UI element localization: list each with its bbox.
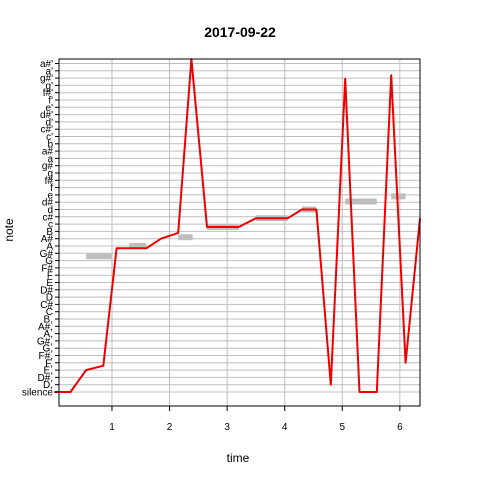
y-tick-label: C	[46, 307, 53, 318]
y-tick-label: F,	[45, 358, 53, 369]
x-tick-label: 2	[167, 422, 173, 433]
y-tick-label: g#'	[40, 74, 53, 85]
y-tick-label: e'	[46, 103, 54, 114]
x-tick-label: 1	[109, 422, 115, 433]
chart-title: 2017-09-22	[204, 24, 276, 40]
y-tick-label: d	[47, 205, 53, 216]
y-tick-label: f	[50, 183, 53, 194]
pitch-line	[54, 58, 421, 393]
y-tick-label: d'	[46, 117, 54, 128]
y-tick-label: D	[46, 293, 53, 304]
y-axis-label: note	[2, 218, 16, 242]
y-tick-label: f'	[48, 96, 53, 107]
y-tick-label: f#'	[43, 88, 53, 99]
y-tick-label: a	[47, 154, 53, 165]
y-tick-label: C#	[40, 300, 53, 311]
y-tick-label: F#	[41, 263, 53, 274]
y-tick-label: G,	[42, 344, 53, 355]
y-tick-label: D#,	[37, 373, 53, 384]
y-tick-label: G	[45, 256, 53, 267]
y-tick-label: A	[46, 242, 53, 253]
y-axis: silenceD,D#,E,F,F#,G,G#,A,A#,B,CC#DD#EFF…	[22, 59, 59, 399]
y-tick-label: A#	[41, 234, 54, 245]
y-tick-label: c'	[46, 132, 53, 143]
grid-lines	[59, 59, 420, 406]
y-tick-label: c#'	[41, 125, 54, 136]
pitch-line-layer	[54, 58, 421, 393]
y-tick-label: F#,	[39, 351, 53, 362]
y-tick-label: g	[47, 169, 53, 180]
y-tick-label: E	[46, 278, 53, 289]
y-tick-label: D#	[40, 285, 53, 296]
y-tick-label: A,	[44, 329, 53, 340]
y-tick-label: A#,	[38, 322, 53, 333]
y-tick-label: F	[47, 271, 53, 282]
y-tick-label: a'	[46, 66, 54, 77]
y-tick-label: d#	[42, 198, 54, 209]
y-tick-label: b	[47, 139, 53, 150]
y-tick-label: E,	[44, 366, 53, 377]
y-tick-label: g'	[46, 81, 54, 92]
y-tick-label: G#,	[37, 336, 53, 347]
y-tick-label: G#	[40, 249, 54, 260]
y-tick-label: d#'	[40, 110, 53, 121]
y-tick-label: D,	[43, 380, 53, 391]
y-tick-label: B	[46, 227, 53, 238]
y-tick-label: silence	[22, 388, 54, 399]
y-tick-label: c	[48, 220, 53, 231]
plot-frame	[58, 58, 421, 407]
y-tick-label: B,	[44, 315, 53, 326]
y-tick-label: e	[47, 190, 53, 201]
y-tick-label: g#	[42, 161, 54, 172]
x-tick-label: 5	[339, 422, 345, 433]
y-tick-label: f#	[45, 176, 54, 187]
x-axis-label: time	[227, 451, 250, 465]
y-tick-label: c#	[42, 212, 53, 223]
x-axis: 1 2 3 4 5 6	[109, 406, 403, 433]
y-tick-label: a#	[42, 147, 54, 158]
y-tick-label: a#'	[40, 59, 53, 70]
x-tick-label: 3	[224, 422, 230, 433]
x-tick-label: 6	[397, 422, 403, 433]
x-tick-label: 4	[282, 422, 288, 433]
